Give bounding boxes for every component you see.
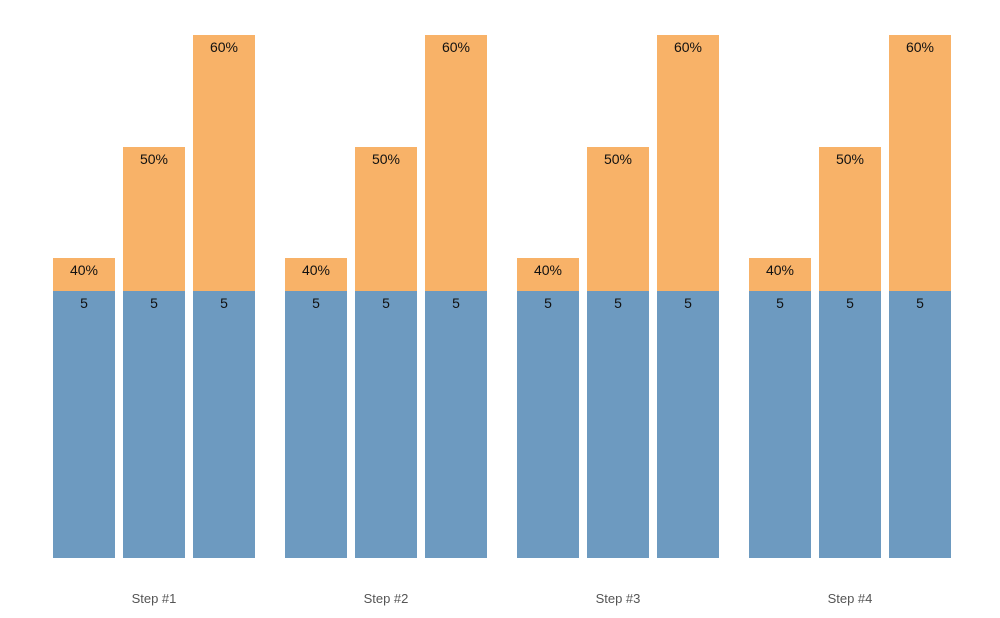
percentage-segment: 50% [587,147,649,291]
category-label-step-3: Step #3 [595,591,641,606]
percentage-segment: 60% [193,35,255,291]
percentage-segment: 50% [355,147,417,291]
base-value-label: 5 [916,295,924,311]
category-label-step-2: Step #2 [363,591,409,606]
base-segment: 5 [53,291,115,558]
base-value-label: 5 [614,295,622,311]
stacked-bar: 40% 5 [53,258,115,558]
bar-group-step-2: 40% 5 50% 5 60% 5 [285,35,487,558]
base-segment: 5 [749,291,811,558]
base-segment: 5 [123,291,185,558]
stacked-bar: 40% 5 [285,258,347,558]
percentage-segment: 40% [285,258,347,291]
percentage-label: 60% [673,39,703,55]
base-segment: 5 [587,291,649,558]
base-value-label: 5 [544,295,552,311]
base-segment: 5 [819,291,881,558]
stacked-bar: 40% 5 [749,258,811,558]
percentage-label: 40% [69,262,99,278]
base-value-label: 5 [382,295,390,311]
base-segment: 5 [425,291,487,558]
category-label-step-4: Step #4 [827,591,873,606]
base-value-label: 5 [452,295,460,311]
percentage-segment: 60% [425,35,487,291]
base-value-label: 5 [80,295,88,311]
percentage-segment: 60% [657,35,719,291]
base-segment: 5 [657,291,719,558]
percentage-segment: 50% [123,147,185,291]
base-segment: 5 [889,291,951,558]
percentage-label: 60% [441,39,471,55]
percentage-segment: 60% [889,35,951,291]
stacked-bar: 60% 5 [193,35,255,558]
percentage-label: 60% [209,39,239,55]
bar-group-step-4: 40% 5 50% 5 60% 5 [749,35,951,558]
percentage-segment: 40% [517,258,579,291]
base-value-label: 5 [150,295,158,311]
percentage-label: 60% [905,39,935,55]
base-value-label: 5 [684,295,692,311]
base-value-label: 5 [846,295,854,311]
bar-group-step-1: 40% 5 50% 5 60% 5 [53,35,255,558]
base-value-label: 5 [776,295,784,311]
stacked-bar: 50% 5 [355,147,417,558]
base-segment: 5 [285,291,347,558]
percentage-label: 50% [371,151,401,167]
percentage-label: 50% [835,151,865,167]
stacked-bar: 60% 5 [889,35,951,558]
base-segment: 5 [517,291,579,558]
percentage-segment: 50% [819,147,881,291]
base-segment: 5 [355,291,417,558]
category-axis: Step #1 Step #2 Step #3 Step #4 [53,591,951,611]
stacked-bar: 60% 5 [657,35,719,558]
percentage-label: 50% [139,151,169,167]
percentage-label: 40% [533,262,563,278]
base-value-label: 5 [220,295,228,311]
bar-group-step-3: 40% 5 50% 5 60% 5 [517,35,719,558]
base-value-label: 5 [312,295,320,311]
percentage-label: 50% [603,151,633,167]
stacked-bar: 60% 5 [425,35,487,558]
percentage-label: 40% [765,262,795,278]
stacked-bar: 40% 5 [517,258,579,558]
percentage-segment: 40% [53,258,115,291]
stacked-bar: 50% 5 [819,147,881,558]
stacked-bar: 50% 5 [587,147,649,558]
base-segment: 5 [193,291,255,558]
stacked-bar: 50% 5 [123,147,185,558]
percentage-segment: 40% [749,258,811,291]
plot-area: 40% 5 50% 5 60% 5 [53,0,951,558]
category-label-step-1: Step #1 [131,591,177,606]
percentage-label: 40% [301,262,331,278]
